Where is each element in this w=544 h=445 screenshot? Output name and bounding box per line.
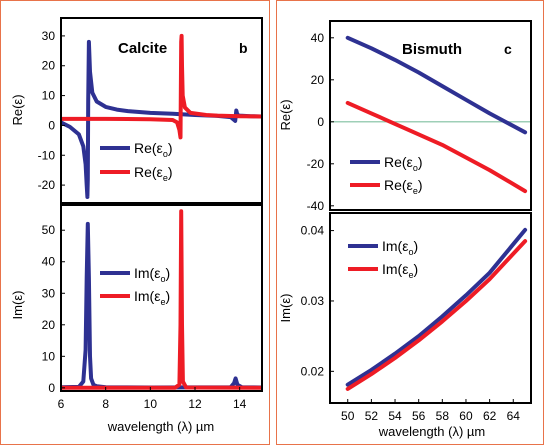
y-tick-label: 0: [317, 115, 324, 129]
legend-label: Re(εo): [384, 154, 423, 173]
y-tick-label: 0.03: [301, 294, 325, 308]
y-tick-label: 30: [42, 29, 56, 43]
legend: Im(εo) Im(εe): [348, 238, 418, 280]
y-tick-label: -10: [38, 148, 56, 162]
y-axis-label: Im(ε): [10, 291, 25, 320]
x-tick-label: 8: [102, 397, 109, 411]
x-tick-label: 52: [365, 409, 379, 423]
y-axis-label: Im(ε): [278, 294, 293, 323]
series-line-e: [345, 239, 528, 391]
legend-label: Re(εe): [384, 177, 423, 196]
legend-label: Im(εo): [134, 265, 170, 284]
x-axis-label: wavelength (λ) µm: [107, 419, 214, 434]
y-tick-label: 20: [311, 73, 325, 87]
series-line-e: [345, 100, 528, 194]
legend-label: Im(εe): [134, 288, 170, 307]
legend-label: Re(εo): [134, 140, 173, 159]
x-tick-label: 50: [341, 409, 355, 423]
legend: Re(εo) Re(εe): [350, 154, 423, 196]
y-tick-label: 0.04: [301, 224, 325, 238]
legend: Im(εo) Im(εe): [100, 265, 170, 307]
series-line-o: [61, 221, 262, 390]
x-tick-label: 56: [412, 409, 426, 423]
y-tick-label: 40: [311, 31, 325, 45]
panel-title: Calcite: [118, 40, 167, 57]
x-tick-label: 14: [233, 397, 247, 411]
panel-title: Bismuth: [402, 41, 462, 58]
legend-label: Im(εe): [382, 261, 418, 280]
x-axis-label: wavelength (λ) µm: [378, 424, 485, 439]
y-tick-label: 40: [42, 255, 56, 269]
chart-bismuth-re: 40 20 0 -20 -40 Bismuth c Re(ε) Re(εo) Re(εe…: [278, 20, 532, 213]
y-tick-label: -20: [307, 157, 325, 171]
y-axis-label: Re(ε): [278, 99, 293, 130]
y-tick-label: 10: [42, 349, 56, 363]
y-tick-label: 0.02: [301, 364, 325, 378]
legend-label: Re(εe): [134, 164, 173, 183]
x-tick-label: 64: [507, 409, 521, 423]
y-tick-label: 0: [48, 381, 55, 395]
series-line-o: [345, 227, 528, 387]
chart-bismuth-im: 0.04 0.03 0.02 50 52 54 56 58 60 62 64 Im(ε) wavel…: [278, 212, 532, 439]
series-line-o: [345, 35, 528, 135]
series-line-e: [61, 33, 262, 140]
y-tick-label: 10: [42, 89, 56, 103]
panel-letter: b: [239, 40, 248, 56]
y-tick-label: 0: [48, 118, 55, 132]
axes-frame: [329, 212, 532, 404]
y-tick-label: -40: [307, 199, 325, 213]
axes-frame: [60, 17, 263, 204]
chart-calcite-im: 50 40 30 20 10 06 8 10 12 14 Im(ε) wavelength (λ)…: [10, 204, 263, 434]
y-tick-label: 20: [42, 318, 56, 332]
y-tick-label: 50: [42, 223, 56, 237]
y-tick-label: -20: [38, 178, 56, 192]
x-tick-label: 62: [483, 409, 497, 423]
axes-frame: [329, 20, 532, 211]
axes-frame: [60, 204, 263, 392]
x-tick-label: 10: [144, 397, 158, 411]
series-line-e: [61, 209, 262, 390]
x-tick-label: 12: [188, 397, 202, 411]
chart-calcite-re: 30 20 10 0 -10 -20 Calcite b Re(ε) Re(εo) Re(…: [10, 17, 263, 204]
y-axis-label: Re(ε): [10, 94, 25, 125]
x-tick-label: 58: [436, 409, 450, 423]
x-tick-label: 54: [388, 409, 402, 423]
x-tick-label: 60: [459, 409, 473, 423]
x-tick-label: 6: [58, 397, 65, 411]
y-tick-label: 30: [42, 286, 56, 300]
legend-label: Im(εo): [382, 238, 418, 257]
legend: Re(εo) Re(εe): [100, 140, 173, 183]
y-tick-label: 20: [42, 59, 56, 73]
panel-letter: c: [504, 41, 512, 57]
